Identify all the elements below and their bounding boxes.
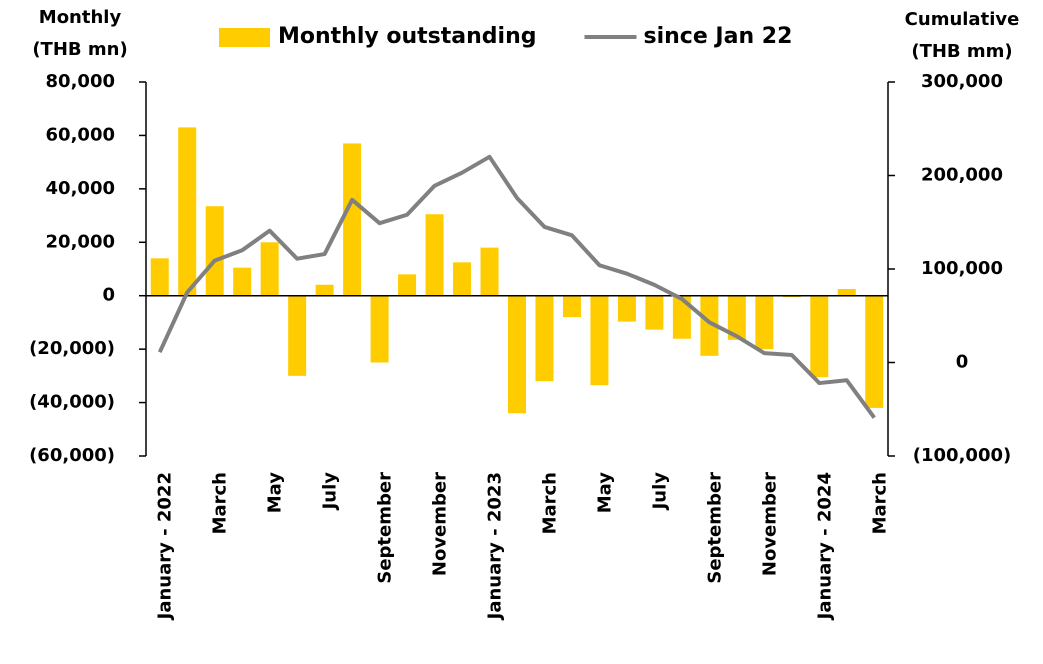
y2-tick-label: (100,000) — [913, 445, 1011, 466]
y-tick-label: (60,000) — [29, 445, 115, 466]
bar — [260, 242, 279, 296]
bar — [453, 262, 472, 296]
bar — [398, 274, 417, 296]
bar — [645, 295, 664, 330]
bar — [288, 295, 307, 376]
bar — [508, 295, 526, 414]
bar — [315, 284, 334, 296]
bar — [480, 247, 499, 296]
y-tick-label: 60,000 — [46, 124, 115, 145]
legend-label: Monthly outstanding — [278, 24, 537, 49]
bar — [535, 295, 554, 382]
x-tick-label: November — [759, 472, 780, 576]
y-tick-label: 40,000 — [46, 178, 115, 199]
x-tick-label: March — [210, 472, 231, 534]
y2-tick-label: 100,000 — [921, 258, 1003, 279]
bar — [150, 258, 169, 296]
y-axis-label: (THB mn) — [32, 39, 127, 60]
y2-tick-label: 300,000 — [921, 71, 1003, 92]
bar — [727, 295, 746, 340]
x-tick-label: May — [265, 472, 286, 514]
x-tick-label: July — [320, 472, 341, 512]
bar — [617, 295, 636, 322]
x-tick-label: March — [539, 472, 560, 534]
bar — [837, 289, 856, 296]
y-tick-label: 0 — [102, 285, 115, 306]
y-tick-label: 20,000 — [46, 231, 115, 252]
x-tick-label: November — [430, 472, 451, 576]
y-axis-label: Monthly — [39, 7, 122, 28]
x-tick-label: January - 2024 — [814, 472, 835, 621]
x-tick-label: May — [594, 472, 615, 514]
y2-axis-label: Cumulative — [905, 9, 1020, 30]
x-tick-label: September — [704, 472, 725, 584]
y-tick-label: (20,000) — [29, 338, 115, 359]
bar — [590, 295, 609, 386]
y2-tick-label: 0 — [956, 352, 969, 373]
bar — [205, 206, 224, 296]
y-tick-label: (40,000) — [29, 392, 115, 413]
x-tick-label: January - 2023 — [485, 472, 506, 621]
bar — [700, 295, 719, 356]
x-tick-label: January - 2022 — [155, 472, 176, 621]
bar — [178, 127, 197, 296]
bar — [233, 267, 252, 296]
x-tick-label: July — [649, 472, 670, 512]
y2-tick-label: 200,000 — [921, 165, 1003, 186]
x-tick-label: September — [375, 472, 396, 584]
y-tick-label: 80,000 — [46, 71, 115, 92]
bar — [755, 295, 774, 350]
line — [157, 154, 876, 419]
y2-axis-label: (THB mm) — [911, 41, 1012, 62]
x-tick-label: March — [869, 472, 890, 534]
bar — [370, 295, 389, 363]
bar — [562, 295, 581, 318]
bar — [425, 214, 444, 296]
legend-swatch — [219, 28, 270, 47]
bar — [865, 295, 884, 408]
legend-label: since Jan 22 — [644, 24, 793, 49]
bar — [672, 295, 691, 339]
bar — [343, 143, 362, 296]
bar — [810, 295, 829, 378]
